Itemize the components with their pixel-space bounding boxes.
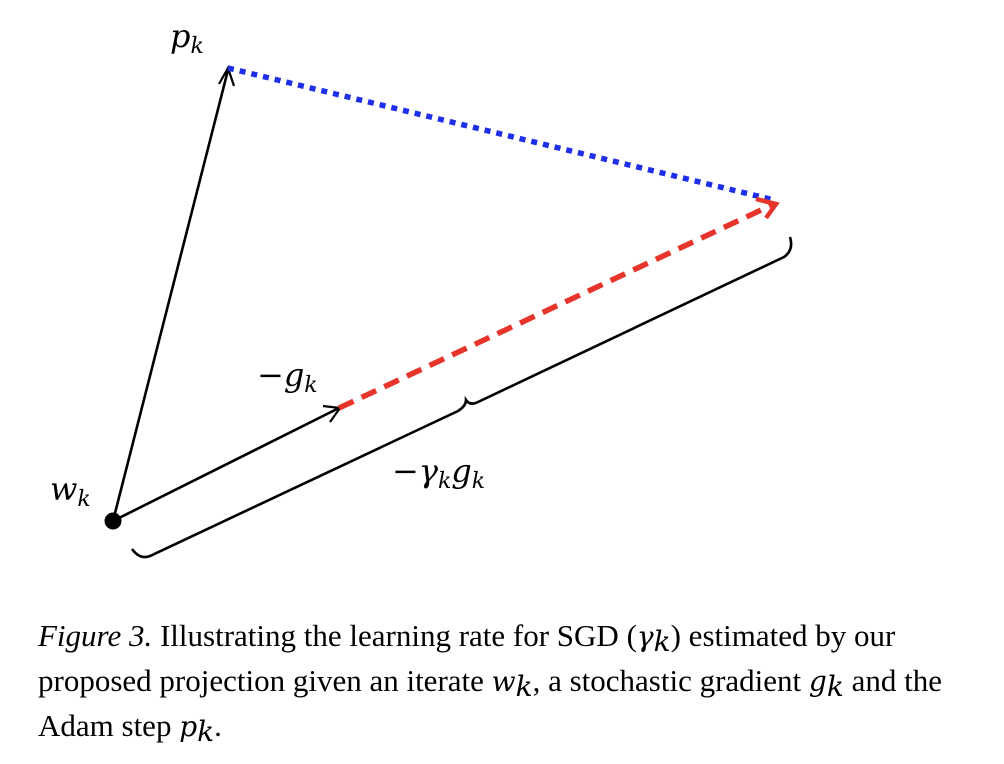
figure-caption: Figure 3. Illustrating the learning rate… [38,618,942,748]
figure-number: Figure 3. [38,618,153,653]
neg-g-k-label: −gk [257,356,318,398]
sgd-step-dashed-line [337,201,776,411]
iterate-point [104,512,122,530]
negative-gradient-vector [112,406,340,523]
step-length-brace [130,236,793,559]
p-k-label: pk [170,17,204,59]
adam-step-vector [111,69,230,522]
projection-dotted-line [227,65,775,203]
w-k-label: wk [50,470,91,512]
neg-gamma-k-g-k-label: −γkgk [392,452,485,494]
projection-diagram: pk −gk wk −γkgk [50,17,793,559]
sgd-step-arrowhead [755,196,780,220]
